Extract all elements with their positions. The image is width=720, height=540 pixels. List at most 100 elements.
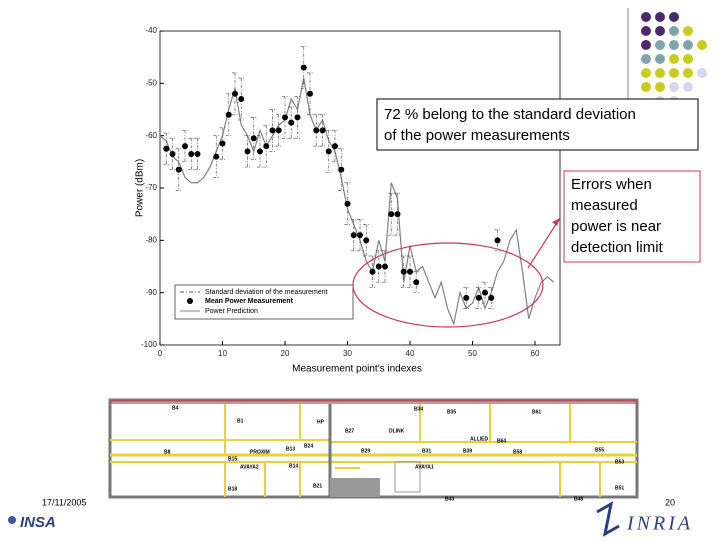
- error-bar: [238, 77, 245, 121]
- measurement-point: [357, 232, 363, 239]
- room-label: B55: [595, 447, 604, 453]
- plot: 0 10 20 30 40 50 60 -100 -90 -80 -70 -60 -50 -40: [141, 26, 555, 358]
- error-bar: [307, 72, 313, 116]
- error-bar: [263, 124, 270, 168]
- annotation: 72 % belong to the standard deviation: [384, 106, 636, 123]
- legend-label: Mean Power Measurement: [205, 298, 294, 305]
- floorplan: [108, 398, 639, 499]
- measurement-point: [407, 268, 413, 275]
- y-tick-label: -40: [145, 26, 157, 35]
- measurement-point: [350, 232, 357, 239]
- measurement-point: [344, 200, 351, 207]
- room-label: B51: [615, 485, 624, 491]
- x-tick-label: 10: [218, 349, 227, 358]
- measurement-point: [475, 294, 482, 301]
- logo-mark: [596, 501, 620, 537]
- measurement-point: [225, 111, 232, 118]
- measurement-point: [325, 148, 332, 155]
- room-label: B35: [447, 409, 456, 415]
- measurement-point: [219, 140, 226, 147]
- measurement-point: [275, 127, 282, 134]
- y-tick-label: -60: [145, 131, 157, 140]
- room-label: B13: [286, 446, 295, 452]
- error-bar: [488, 287, 495, 309]
- legend-label: Standard deviation of the measurement: [205, 289, 328, 296]
- y-tick-label: -100: [141, 340, 158, 349]
- room-label: ALLIED: [470, 436, 488, 442]
- y-axis-label: Power (dBm): [135, 159, 146, 217]
- prediction-line: [159, 77, 555, 327]
- annotation: Errors when: [571, 176, 652, 193]
- legend-label: Power Prediction: [205, 308, 258, 315]
- error-bar: [175, 148, 182, 191]
- measurement-point: [388, 211, 395, 218]
- measurement-point: [175, 166, 182, 173]
- measurement-point: [269, 127, 276, 134]
- measurement-point: [332, 143, 338, 150]
- error-bar: [413, 271, 420, 294]
- measurement-point: [482, 289, 488, 296]
- annotation-box: [376, 98, 699, 151]
- measurement-point: [213, 153, 220, 160]
- error-bar: [463, 287, 470, 309]
- x-axis-label: Measurement point's indexes: [292, 364, 422, 375]
- measurement-point: [338, 166, 345, 173]
- measurement-point: [494, 237, 501, 244]
- room-label: HP: [317, 419, 325, 425]
- measurement-point: [369, 268, 376, 275]
- measurement-point: [488, 294, 495, 301]
- measurement-point: [394, 211, 401, 218]
- room-label: B53: [615, 459, 624, 465]
- error-bar: [250, 117, 257, 160]
- measurement-point: [375, 263, 382, 270]
- measurement-point: [250, 135, 257, 142]
- room-label: B4: [172, 405, 179, 411]
- room-label: AVAYA1: [415, 464, 434, 470]
- room-label: B15: [228, 456, 237, 462]
- measurement-point: [169, 150, 176, 157]
- measurement-point: [194, 150, 201, 157]
- room-label: B8: [164, 449, 171, 455]
- room-label: B58: [513, 449, 522, 455]
- measurement-point: [288, 119, 295, 126]
- room-label: B14: [289, 463, 298, 469]
- error-bar: [388, 192, 395, 236]
- room-label: B21: [313, 483, 322, 489]
- legend-swatch: [187, 298, 193, 304]
- measurement-point: [294, 114, 301, 121]
- annotation: detection limit: [571, 239, 664, 256]
- room-label: B61: [532, 409, 541, 415]
- room-label: DLINK: [389, 428, 405, 434]
- measurement-point: [363, 237, 370, 244]
- error-bar: [394, 192, 401, 236]
- room-label: B1: [237, 418, 244, 424]
- room-label: B34: [414, 406, 423, 412]
- room-label: B27: [345, 428, 354, 434]
- y-tick-label: -50: [145, 78, 157, 87]
- measurement-point: [238, 96, 245, 103]
- error-bar: [325, 130, 332, 173]
- measurement-point: [282, 114, 288, 121]
- error-bar: [482, 281, 488, 304]
- callout-arrow: [552, 218, 560, 226]
- measurement-point: [382, 263, 388, 270]
- room-label: B29: [361, 448, 370, 454]
- annotation-box: [563, 170, 701, 263]
- room-label: AVAYA2: [240, 464, 259, 470]
- x-tick-label: 20: [281, 349, 290, 358]
- measurement-point: [257, 148, 263, 155]
- measurement-point: [188, 150, 195, 157]
- annotation: of the power measurements: [384, 127, 570, 144]
- logo-left: INSA: [20, 514, 56, 531]
- error-bar: [344, 182, 351, 225]
- floorplan-labels: B4 B1 HP B27 DLINK B34 B35 B61 ALLIED B64 B8 PROXIM…: [164, 405, 624, 502]
- measurement-point: [263, 143, 270, 150]
- error-bar: [475, 287, 482, 309]
- x-tick-label: 30: [343, 349, 352, 358]
- annotation: measured: [571, 197, 638, 214]
- measurement-point: [307, 90, 313, 97]
- highlight-ellipse: [352, 242, 544, 328]
- y-tick-label: -80: [145, 235, 157, 244]
- error-bar: [300, 46, 307, 89]
- room-label: B39: [463, 448, 472, 454]
